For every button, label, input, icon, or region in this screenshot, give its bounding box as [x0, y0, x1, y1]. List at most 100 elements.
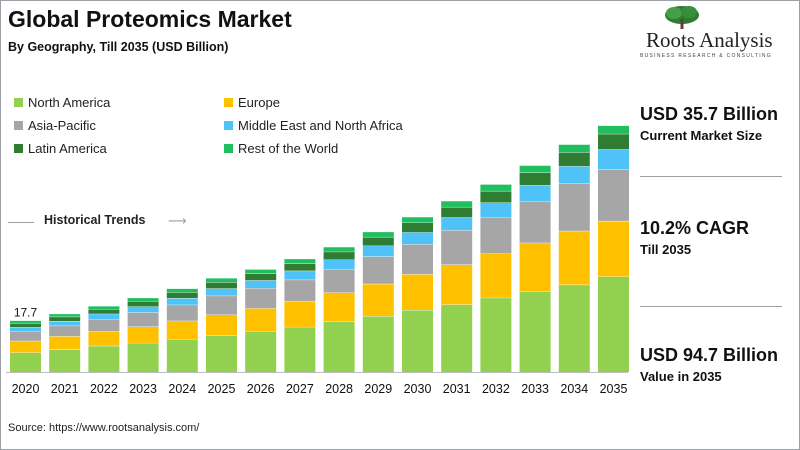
stat-current-size: USD 35.7 Billion Current Market Size: [640, 104, 778, 143]
bar-segment: [480, 184, 512, 191]
roots-analysis-logo: Roots Analysis BUSINESS RESEARCH & CONSU…: [632, 4, 792, 60]
bar-segment: [245, 269, 277, 274]
bar-segment: [127, 297, 159, 302]
bar-segment: [88, 345, 120, 372]
stat-divider: [640, 306, 782, 307]
bar-segment: [323, 246, 355, 252]
bar-segment: [10, 327, 41, 332]
legend-rest-of-world: Rest of the World: [224, 141, 338, 156]
data-label: 17.7: [14, 305, 38, 319]
bar-segment: [284, 300, 316, 327]
bar-segment: [49, 321, 81, 326]
bar-segment: [88, 309, 120, 314]
bar-segment: [166, 320, 198, 340]
bar-segment: [558, 144, 590, 153]
bar-segment: [284, 279, 316, 301]
bar-segment: [166, 298, 198, 305]
bar-segment: [127, 301, 159, 307]
bar-segment: [323, 259, 355, 270]
stat-value: USD 94.7 Billion: [640, 345, 779, 365]
x-tick-label: 2030: [404, 382, 432, 396]
bar-segment: [49, 316, 81, 322]
bar-segment: [402, 244, 433, 275]
stat-value: 10.2% CAGR: [640, 218, 750, 238]
x-tick-label: 2027: [286, 382, 314, 396]
bar-segment: [519, 201, 551, 243]
x-tick-label: 2026: [247, 382, 275, 396]
bar-segment: [598, 133, 629, 150]
bar-segment: [519, 185, 551, 202]
bar-segment: [206, 288, 237, 296]
bar-segment: [127, 342, 159, 372]
bar-segment: [206, 282, 237, 289]
bar-segment: [362, 256, 394, 284]
legend-label: North America: [28, 95, 111, 110]
bar-segment: [10, 352, 41, 372]
bar-segment: [284, 326, 316, 372]
bar-segment: [362, 316, 394, 372]
bar-segment: [323, 251, 355, 260]
legend-label: Europe: [238, 95, 280, 110]
bar-segment: [441, 217, 473, 231]
bar-segment: [166, 304, 198, 321]
bar-segment: [441, 264, 473, 305]
bar-segment: [519, 242, 551, 292]
bar-segment: [323, 321, 355, 372]
chart-title: Global Proteomics Market: [8, 6, 292, 32]
bar-segment: [127, 326, 159, 343]
legend-label: Asia-Pacific: [28, 118, 96, 133]
legend-mena: Middle East and North Africa: [224, 118, 403, 133]
bar-segment: [127, 312, 159, 327]
bar-segment: [558, 284, 590, 372]
bar-segment: [519, 291, 551, 372]
historical-trends-label: Historical Trends: [44, 213, 146, 227]
bar-segment: [402, 232, 433, 245]
bar-segment: [598, 220, 629, 277]
logo-tagline: BUSINESS RESEARCH & CONSULTING: [640, 53, 772, 59]
bar-segment: [598, 149, 629, 170]
arrow-right-icon: ⟶: [168, 214, 187, 229]
bar-segment: [598, 276, 629, 372]
bar-segment: [480, 190, 512, 203]
bar-segment: [49, 325, 81, 337]
x-tick-label: 2021: [51, 382, 79, 396]
bar-segment: [88, 331, 120, 346]
bar-segment: [441, 206, 473, 218]
bar-segment: [10, 323, 41, 328]
bar-segment: [10, 320, 41, 324]
bar-segment: [441, 304, 473, 372]
bar-segment: [245, 308, 277, 332]
bar-segment: [558, 230, 590, 285]
legend-north-america: North America: [14, 95, 110, 110]
x-tick-label: 2032: [482, 382, 510, 396]
legend-label: Rest of the World: [238, 141, 339, 156]
bar-segment: [49, 349, 81, 372]
x-tick-label: 2028: [325, 382, 353, 396]
stat-divider: [640, 176, 782, 177]
bar-segment: [402, 274, 433, 310]
bar-segment: [598, 169, 629, 221]
legend-swatch: [224, 144, 233, 153]
stat-caption: Current Market Size: [640, 128, 763, 143]
bar-segment: [402, 216, 433, 223]
bar-segment: [88, 319, 120, 332]
legend-label: Middle East and North Africa: [238, 118, 403, 133]
tree-icon: [665, 6, 699, 29]
bar-segment: [323, 292, 355, 322]
stat-caption: Value in 2035: [640, 369, 722, 384]
bar-segment: [402, 309, 433, 372]
bar-segment: [441, 200, 473, 207]
x-tick-label: 2034: [560, 382, 588, 396]
stat-cagr: 10.2% CAGR Till 2035: [640, 218, 749, 257]
bar-segment: [88, 313, 120, 320]
bar-segment: [323, 269, 355, 293]
logo-name: Roots Analysis: [646, 28, 773, 52]
x-tick-label: 2022: [90, 382, 118, 396]
bar-segment: [480, 202, 512, 218]
legend-asia-pacific: Asia-Pacific: [14, 118, 96, 133]
bar-segment: [166, 292, 198, 299]
legend-swatch: [14, 121, 23, 130]
bar-segment: [362, 231, 394, 237]
legend-swatch: [14, 144, 23, 153]
